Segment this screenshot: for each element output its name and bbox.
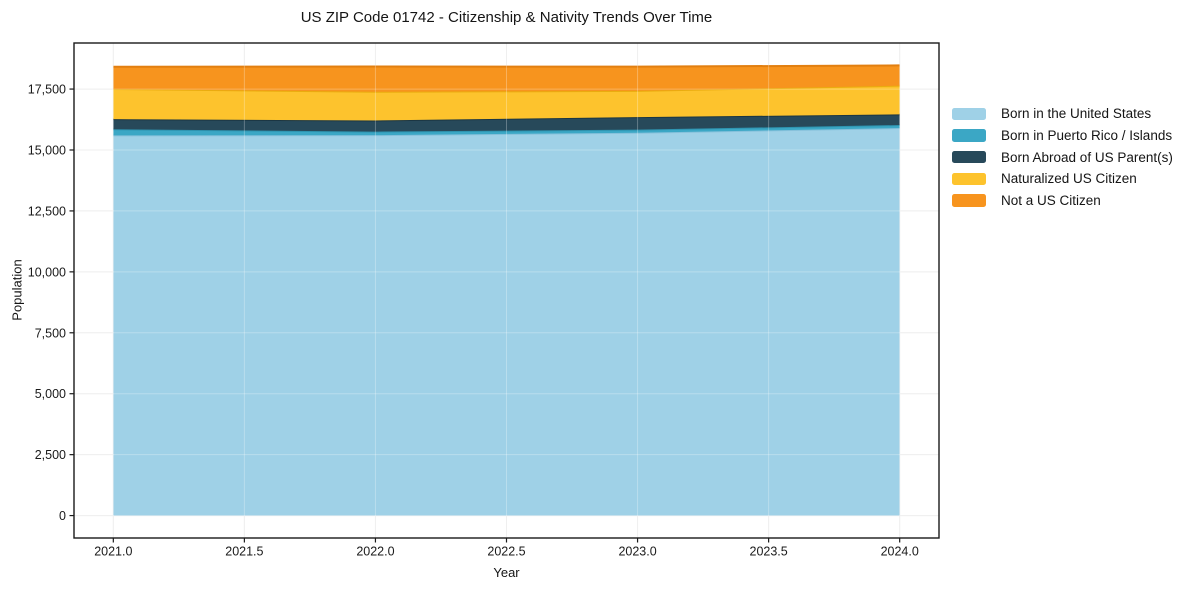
x-tick-label: 2023.5 — [750, 545, 788, 559]
legend-label: Born in the United States — [1001, 106, 1152, 122]
area-born-in-the-united-states — [113, 128, 900, 516]
legend-item-born-abroad: Born Abroad of US Parent(s) — [952, 146, 1173, 168]
x-tick-label: 2022.5 — [487, 545, 525, 559]
legend-swatch-naturalized — [952, 172, 986, 186]
legend-item-naturalized: Naturalized US Citizen — [952, 168, 1173, 190]
y-axis-label: Population — [9, 259, 25, 321]
x-axis-label: Year — [493, 565, 520, 580]
x-tick-label: 2021.5 — [225, 545, 263, 559]
legend-label: Born Abroad of US Parent(s) — [1001, 149, 1173, 165]
area-naturalized-us-citizen — [113, 85, 900, 121]
legend-swatch-puerto-rico — [952, 129, 986, 142]
chart-title: US ZIP Code 01742 - Citizenship & Nativi… — [300, 9, 713, 26]
x-tick-label: 2023.0 — [618, 545, 656, 559]
y-tick-label: 7,500 — [35, 326, 66, 340]
legend-swatch-not-citizen — [952, 194, 986, 207]
area-not-a-us-citizen — [113, 65, 900, 92]
y-tick-label: 2,500 — [35, 448, 66, 462]
y-tick-label: 15,000 — [28, 143, 66, 157]
x-tick-label: 2024.0 — [881, 545, 919, 559]
legend-label: Not a US Citizen — [1001, 193, 1101, 209]
y-tick-label: 17,500 — [28, 83, 66, 97]
area-born-abroad-of-us-parent-s — [113, 114, 900, 132]
legend-item-born-us: Born in the United States — [952, 103, 1173, 125]
y-tick-label: 0 — [59, 509, 66, 523]
legend-label: Naturalized US Citizen — [1001, 171, 1137, 187]
legend-swatch-born-us — [952, 107, 986, 121]
y-tick-label: 10,000 — [28, 265, 66, 279]
legend-swatch-born-abroad — [952, 150, 986, 164]
x-tick-label: 2021.0 — [94, 545, 132, 559]
y-tick-label: 5,000 — [35, 387, 66, 401]
y-tick-label: 12,500 — [28, 204, 66, 218]
x-tick-label: 2022.0 — [356, 545, 394, 559]
legend-item-not-citizen: Not a US Citizen — [952, 190, 1173, 212]
area-born-in-puerto-rico-islands — [113, 125, 900, 136]
legend-item-puerto-rico: Born in Puerto Rico / Islands — [952, 125, 1173, 147]
legend-label: Born in Puerto Rico / Islands — [1001, 128, 1173, 144]
edge-not-a-us-citizen — [113, 64, 900, 68]
legend: Born in the United States Born in Puerto… — [952, 103, 1173, 211]
